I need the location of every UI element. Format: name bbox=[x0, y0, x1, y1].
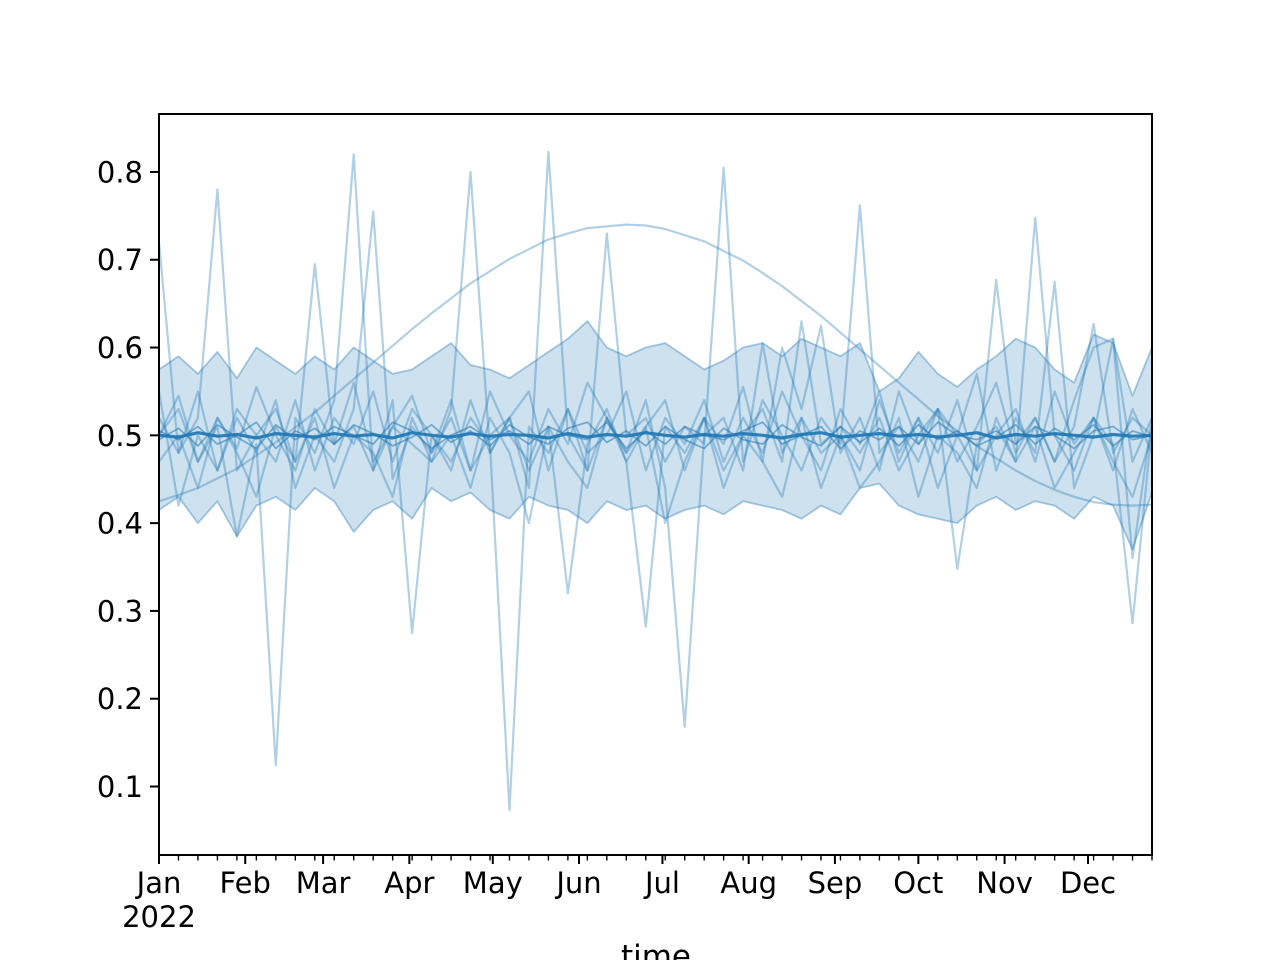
x-tick-label: Dec bbox=[1060, 866, 1116, 900]
y-tick-label: 0.5 bbox=[97, 419, 143, 453]
y-tick-label: 0.2 bbox=[97, 682, 143, 716]
x-tick-year-label: 2022 bbox=[122, 900, 196, 934]
y-tick-label: 0.8 bbox=[97, 155, 143, 189]
median-line bbox=[159, 431, 1152, 440]
y-tick-label: 0.3 bbox=[97, 594, 143, 628]
x-tick-label: Sep bbox=[808, 866, 863, 900]
x-tick-label: Oct bbox=[893, 866, 943, 900]
y-tick-label: 0.4 bbox=[97, 507, 143, 541]
x-tick-label: Nov bbox=[976, 866, 1033, 900]
x-tick-label: Apr bbox=[384, 866, 434, 900]
moderate-member-3 bbox=[159, 390, 1152, 472]
x-axis-title: time bbox=[620, 939, 692, 960]
x-tick-label: May bbox=[463, 866, 523, 900]
plot-data-group bbox=[159, 150, 1152, 812]
moderate-member-2 bbox=[159, 416, 1152, 525]
seasonal-member bbox=[159, 223, 1152, 507]
x-tick-label: Aug bbox=[720, 866, 777, 900]
x-tick-label: Mar bbox=[296, 866, 351, 900]
x-tick-label: Jul bbox=[643, 866, 680, 900]
uncertainty-band-upper-edge bbox=[159, 320, 1152, 397]
x-tick-label: Feb bbox=[220, 866, 271, 900]
y-tick-label: 0.1 bbox=[97, 770, 143, 804]
uncertainty-band-lower-edge bbox=[159, 482, 1152, 551]
moderate-member-1 bbox=[159, 324, 1152, 472]
axes-spines bbox=[158, 113, 1153, 856]
y-tick-label: 0.7 bbox=[97, 243, 143, 277]
y-tick-label: 0.6 bbox=[97, 331, 143, 365]
noisy-member-1 bbox=[159, 166, 1152, 812]
noisy-member-3 bbox=[159, 150, 1152, 728]
x-tick-label: Jan bbox=[135, 866, 182, 900]
x-tick-label: Jun bbox=[554, 866, 601, 900]
